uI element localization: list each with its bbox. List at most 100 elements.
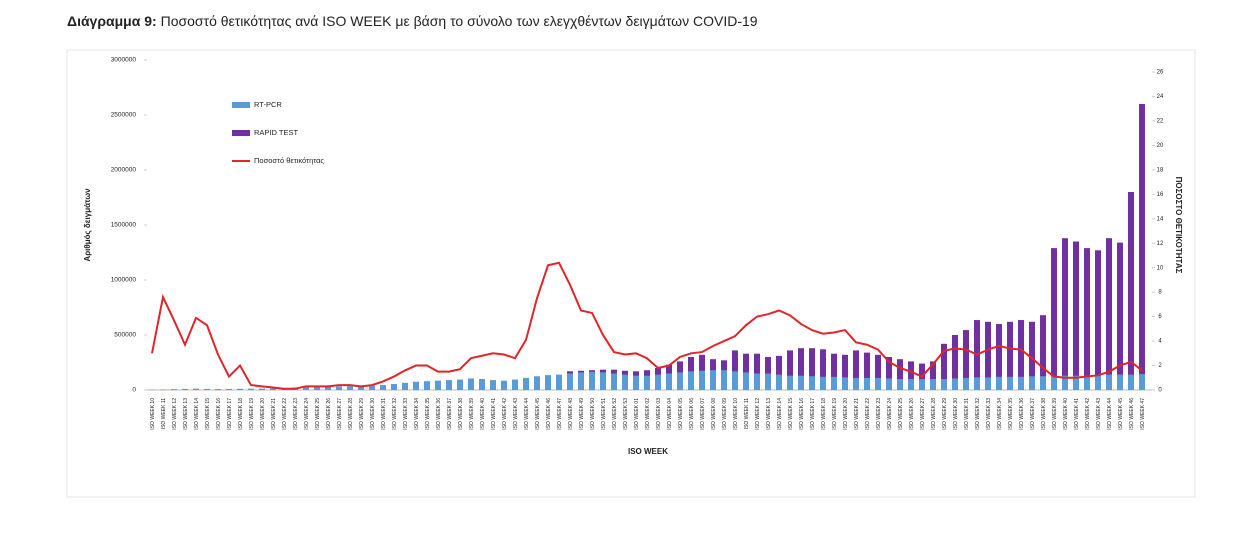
x-tick-label: ISO WEEK 27 bbox=[337, 398, 343, 430]
bar bbox=[435, 380, 441, 390]
x-tick-label: ISO WEEK 20 bbox=[843, 398, 849, 430]
bar bbox=[1018, 376, 1024, 390]
bar bbox=[886, 357, 892, 390]
bar bbox=[820, 376, 826, 390]
bar bbox=[809, 376, 815, 390]
x-tick-label: ISO WEEK 27 bbox=[920, 398, 926, 430]
y-tick-label: 1500000 bbox=[111, 222, 137, 229]
bar bbox=[248, 388, 254, 390]
y2-tick-label: 16 bbox=[1157, 192, 1164, 198]
bar bbox=[776, 355, 782, 390]
bar bbox=[1040, 376, 1046, 390]
x-tick-label: ISO WEEK 41 bbox=[1074, 398, 1080, 430]
bar bbox=[919, 379, 925, 390]
bar bbox=[259, 388, 265, 390]
x-tick-label: ISO WEEK 41 bbox=[491, 398, 497, 430]
x-tick-label: ISO WEEK 37 bbox=[447, 398, 453, 430]
x-tick-label: ISO WEEK 04 bbox=[667, 398, 673, 430]
bar bbox=[875, 354, 881, 390]
y-tick-label: 2000000 bbox=[111, 167, 137, 174]
bar bbox=[677, 372, 683, 390]
bar bbox=[864, 377, 870, 390]
bar bbox=[589, 371, 595, 390]
x-tick-label: ISO WEEK 11 bbox=[161, 398, 167, 430]
y-tick-label: 3000000 bbox=[111, 57, 137, 64]
bar bbox=[754, 373, 760, 390]
bar bbox=[490, 380, 496, 390]
x-tick-label: ISO WEEK 19 bbox=[832, 398, 838, 430]
bar bbox=[479, 379, 485, 390]
bar bbox=[655, 374, 661, 390]
x-tick-label: ISO WEEK 02 bbox=[645, 398, 651, 430]
bar bbox=[1117, 374, 1123, 390]
bar bbox=[545, 375, 551, 390]
bar bbox=[787, 350, 793, 390]
bar bbox=[666, 373, 672, 390]
x-tick-label: ISO WEEK 12 bbox=[755, 398, 761, 430]
x-tick-label: ISO WEEK 03 bbox=[656, 398, 662, 430]
bar bbox=[380, 385, 386, 390]
bar bbox=[996, 376, 1002, 390]
bar bbox=[842, 354, 848, 390]
x-tick-label: ISO WEEK 15 bbox=[205, 398, 211, 430]
bar bbox=[1051, 375, 1057, 390]
bar bbox=[930, 361, 936, 390]
bar bbox=[853, 350, 859, 390]
x-tick-label: ISO WEEK 29 bbox=[359, 398, 365, 430]
bar bbox=[1117, 242, 1123, 390]
x-tick-label: ISO WEEK 45 bbox=[535, 398, 541, 430]
bar bbox=[732, 371, 738, 390]
bar bbox=[875, 377, 881, 390]
x-tick-label: ISO WEEK 30 bbox=[953, 398, 959, 430]
x-tick-label: ISO WEEK 32 bbox=[392, 398, 398, 430]
bar bbox=[941, 379, 947, 390]
x-tick-label: ISO WEEK 24 bbox=[304, 398, 310, 430]
x-tick-label: ISO WEEK 42 bbox=[502, 398, 508, 430]
x-tick-label: ISO WEEK 39 bbox=[1052, 398, 1058, 430]
x-tick-label: ISO WEEK 26 bbox=[909, 398, 915, 430]
bar bbox=[534, 376, 540, 390]
x-tick-label: ISO WEEK 13 bbox=[183, 398, 189, 430]
x-tick-label: ISO WEEK 51 bbox=[601, 398, 607, 430]
x-tick-label: ISO WEEK 46 bbox=[1129, 398, 1135, 430]
bar bbox=[644, 375, 650, 390]
bar bbox=[578, 372, 584, 390]
bar bbox=[204, 388, 210, 390]
bar bbox=[1084, 375, 1090, 390]
x-tick-label: ISO WEEK 33 bbox=[403, 398, 409, 430]
x-tick-label: ISO WEEK 19 bbox=[249, 398, 255, 430]
x-tick-label: ISO WEEK 16 bbox=[799, 398, 805, 430]
x-tick-label: ISO WEEK 15 bbox=[788, 398, 794, 430]
x-tick-label: ISO WEEK 20 bbox=[260, 398, 266, 430]
y2-tick-label: 10 bbox=[1157, 265, 1164, 271]
x-tick-label: ISO WEEK 42 bbox=[1085, 398, 1091, 430]
bar bbox=[1051, 248, 1057, 390]
bar bbox=[182, 388, 188, 390]
bar bbox=[853, 377, 859, 390]
bar bbox=[996, 324, 1002, 390]
bar bbox=[391, 383, 397, 390]
title-text: Ποσοστό θετικότητας ανά ISO WEEK με βάση… bbox=[161, 13, 758, 29]
bar bbox=[798, 348, 804, 390]
x-tick-label: ISO WEEK 26 bbox=[326, 398, 332, 430]
x-tick-label: ISO WEEK 01 bbox=[634, 398, 640, 430]
x-tick-label: ISO WEEK 50 bbox=[590, 398, 596, 430]
legend-label: RAPID TEST bbox=[254, 128, 298, 137]
x-tick-label: ISO WEEK 17 bbox=[810, 398, 816, 430]
bar bbox=[776, 374, 782, 390]
bar bbox=[952, 335, 958, 390]
x-tick-label: ISO WEEK 48 bbox=[568, 398, 574, 430]
bar bbox=[1106, 374, 1112, 390]
bar bbox=[798, 375, 804, 390]
x-tick-label: ISO WEEK 43 bbox=[513, 398, 519, 430]
x-tick-label: ISO WEEK 44 bbox=[1107, 398, 1113, 430]
bar bbox=[908, 379, 914, 390]
y-tick-label: 1000000 bbox=[111, 277, 137, 284]
bar bbox=[633, 375, 639, 390]
bar bbox=[1139, 374, 1145, 390]
x-tick-label: ISO WEEK 21 bbox=[854, 398, 860, 430]
bar bbox=[1007, 376, 1013, 390]
x-tick-label: ISO WEEK 23 bbox=[293, 398, 299, 430]
bar bbox=[710, 370, 716, 390]
bar bbox=[1029, 376, 1035, 390]
